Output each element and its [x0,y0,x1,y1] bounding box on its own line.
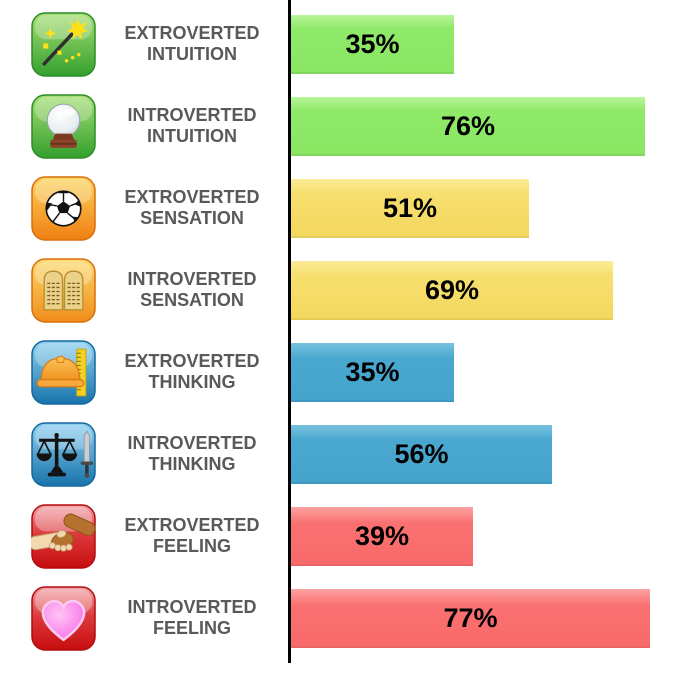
label-line-2: INTUITION [147,126,237,146]
bar-value-label: 76% [440,110,496,141]
axis-baseline [288,0,291,663]
bar-extroverted-feeling: 39% [291,506,473,566]
row-introverted-sensation: INTROVERTED SENSATION 69% [0,249,686,331]
label-line-2: FEELING [152,618,231,638]
label-line-1: EXTROVERTED [124,515,260,535]
label-line-1: INTROVERTED [127,597,257,617]
scales-icon [31,421,96,487]
bar-area: 56% [288,424,686,484]
row-extroverted-sensation: EXTROVERTED SENSATION 51% [0,167,686,249]
label-line-2: SENSATION [140,208,244,228]
label-line-2: THINKING [148,454,236,474]
label-line-2: THINKING [148,372,236,392]
bar-area: 35% [288,14,686,74]
label-line-1: EXTROVERTED [124,351,260,371]
bar-extroverted-thinking: 35% [291,342,454,402]
icon-cell [31,585,96,651]
row-introverted-thinking: INTROVERTED THINKING 56% [0,413,686,495]
bar-value-label: 77% [443,602,498,633]
icon-cell [31,421,96,487]
handshake-icon [31,503,96,569]
label-line-1: EXTROVERTED [124,187,260,207]
magic-wand-icon [31,11,96,77]
function-label: EXTROVERTED FEELING [96,515,288,557]
crystal-ball-icon [31,93,96,159]
bar-value-label: 35% [345,28,400,59]
bar-value-label: 69% [424,274,480,305]
row-extroverted-thinking: EXTROVERTED THINKING 35% [0,331,686,413]
row-extroverted-intuition: EXTROVERTED INTUITION 35% [0,3,686,85]
icon-cell [31,11,96,77]
function-label: EXTROVERTED INTUITION [96,23,288,65]
function-label: EXTROVERTED SENSATION [96,187,288,229]
function-label: INTROVERTED FEELING [96,597,288,639]
label-line-1: INTROVERTED [127,433,257,453]
icon-cell [31,93,96,159]
function-label: INTROVERTED THINKING [96,433,288,475]
label-line-1: INTROVERTED [127,269,257,289]
icon-cell [31,339,96,405]
row-introverted-intuition: INTROVERTED INTUITION 76% [0,85,686,167]
bar-area: 35% [288,342,686,402]
bar-value-label: 56% [394,438,449,469]
label-line-2: INTUITION [147,44,237,64]
bar-extroverted-intuition: 35% [291,14,454,74]
hard-hat-icon [31,339,96,405]
tablets-icon [31,257,96,323]
label-line-1: INTROVERTED [127,105,257,125]
bar-area: 51% [288,178,686,238]
soccer-ball-icon [31,175,96,241]
label-line-1: EXTROVERTED [124,23,260,43]
bar-introverted-thinking: 56% [291,424,552,484]
bar-area: 77% [288,588,686,648]
bar-value-label: 51% [382,192,438,223]
row-introverted-feeling: INTROVERTED FEELING 77% [0,577,686,659]
bar-extroverted-sensation: 51% [291,178,529,238]
icon-cell [31,175,96,241]
icon-cell [31,503,96,569]
heart-icon [31,585,96,651]
bar-area: 69% [288,260,686,320]
function-label: INTROVERTED SENSATION [96,269,288,311]
label-line-2: SENSATION [140,290,244,310]
bar-introverted-intuition: 76% [291,96,645,156]
label-line-2: FEELING [152,536,231,556]
bar-introverted-sensation: 69% [291,260,613,320]
bar-introverted-feeling: 77% [291,588,650,648]
function-label: INTROVERTED INTUITION [96,105,288,147]
bar-area: 76% [288,96,686,156]
bar-area: 39% [288,506,686,566]
bar-value-label: 39% [354,520,410,551]
row-extroverted-feeling: EXTROVERTED FEELING 39% [0,495,686,577]
icon-cell [31,257,96,323]
function-label: EXTROVERTED THINKING [96,351,288,393]
bar-value-label: 35% [345,356,400,387]
